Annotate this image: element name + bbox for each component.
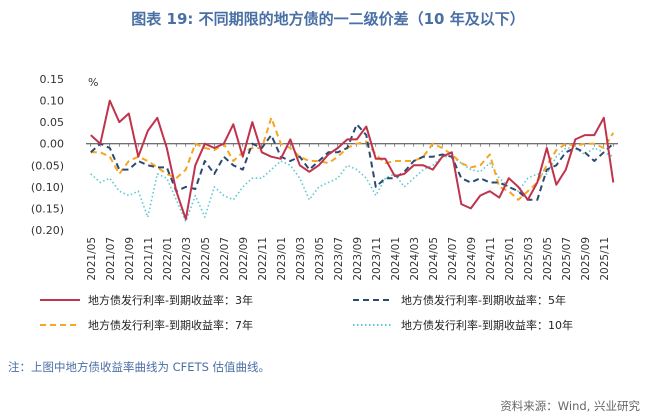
x-tick-label: 2024/09 <box>466 237 478 281</box>
x-tick-label: 2025/03 <box>523 237 535 281</box>
footnote: 注：上图中地方债收益率曲线为 CFETS 估值曲线。 <box>8 360 271 374</box>
source-credit: 资料来源：Wind, 兴业研究 <box>500 399 640 413</box>
plot-lines <box>90 99 615 223</box>
x-tick-label: 2022/09 <box>238 237 250 281</box>
x-tick-label: 2024/11 <box>485 237 497 281</box>
x-tick-label: 2022/03 <box>181 237 193 281</box>
x-tick-label: 2023/03 <box>295 237 307 281</box>
y-tick-label: (0.10) <box>31 181 64 194</box>
x-tick-label: 2021/11 <box>143 237 155 281</box>
y-axis: 0.15 0.10 0.05 0.00 (0.05) (0.10) (0.15) (0.20) <box>31 73 64 237</box>
legend-label: 地方债发行利率-到期收益率：10年 <box>401 318 573 332</box>
x-tick-label: 2021/05 <box>86 237 98 281</box>
x-tick-label: 2023/01 <box>276 237 288 281</box>
x-tick-label: 2023/11 <box>371 237 383 281</box>
series-line-1 <box>90 99 615 221</box>
legend-label: 地方债发行利率-到期收益率：7年 <box>88 318 253 332</box>
x-tick-label: 2024/07 <box>447 237 459 281</box>
y-tick-label: 0.05 <box>40 116 65 129</box>
x-tick-label: 2025/07 <box>561 237 573 281</box>
series-line-2 <box>90 123 614 201</box>
legend-label: 地方债发行利率-到期收益率：5年 <box>401 293 566 307</box>
x-tick-label: 2025/09 <box>580 237 592 281</box>
x-tick-label: 2021/09 <box>124 237 136 281</box>
y-tick-label: (0.05) <box>31 159 64 172</box>
page-title: 图表 19: 不同期限的地方债的一二级价差（10 年及以下） <box>131 10 525 28</box>
x-tick-label: 2022/05 <box>200 237 212 281</box>
y-axis-unit: % <box>88 76 98 89</box>
x-axis: 2021/05 2021/07 2021/09 2021/11 2022/01 2022/… <box>86 143 618 281</box>
x-tick-label: 2022/07 <box>219 237 231 281</box>
y-tick-label: (0.20) <box>31 224 64 237</box>
x-tick-label: 2023/05 <box>314 237 326 281</box>
legend-label: 地方债发行利率-到期收益率：3年 <box>88 293 253 307</box>
x-tick-label: 2025/05 <box>542 237 554 281</box>
y-tick-label: 0.10 <box>40 95 65 108</box>
x-tick-label: 2025/11 <box>599 237 611 281</box>
series-line-3 <box>90 116 615 201</box>
legend: 地方债发行利率-到期收益率：3年 地方债发行利率-到期收益率：5年地方债发行利率-… <box>40 293 573 332</box>
x-tick-label: 2024/01 <box>390 237 402 281</box>
y-tick-label: (0.15) <box>31 202 64 215</box>
y-tick-label: 0.00 <box>40 138 65 151</box>
x-tick-label: 2024/03 <box>409 237 421 281</box>
x-tick-label: 2024/05 <box>428 237 440 281</box>
x-tick-label: 2022/11 <box>257 237 269 281</box>
x-tick-label: 2025/01 <box>504 237 516 281</box>
x-tick-label: 2022/01 <box>162 237 174 281</box>
x-tick-label: 2023/09 <box>352 237 364 281</box>
x-tick-label: 2023/07 <box>333 237 345 281</box>
x-tick-label: 2021/07 <box>105 237 117 281</box>
y-tick-label: 0.15 <box>40 73 65 86</box>
